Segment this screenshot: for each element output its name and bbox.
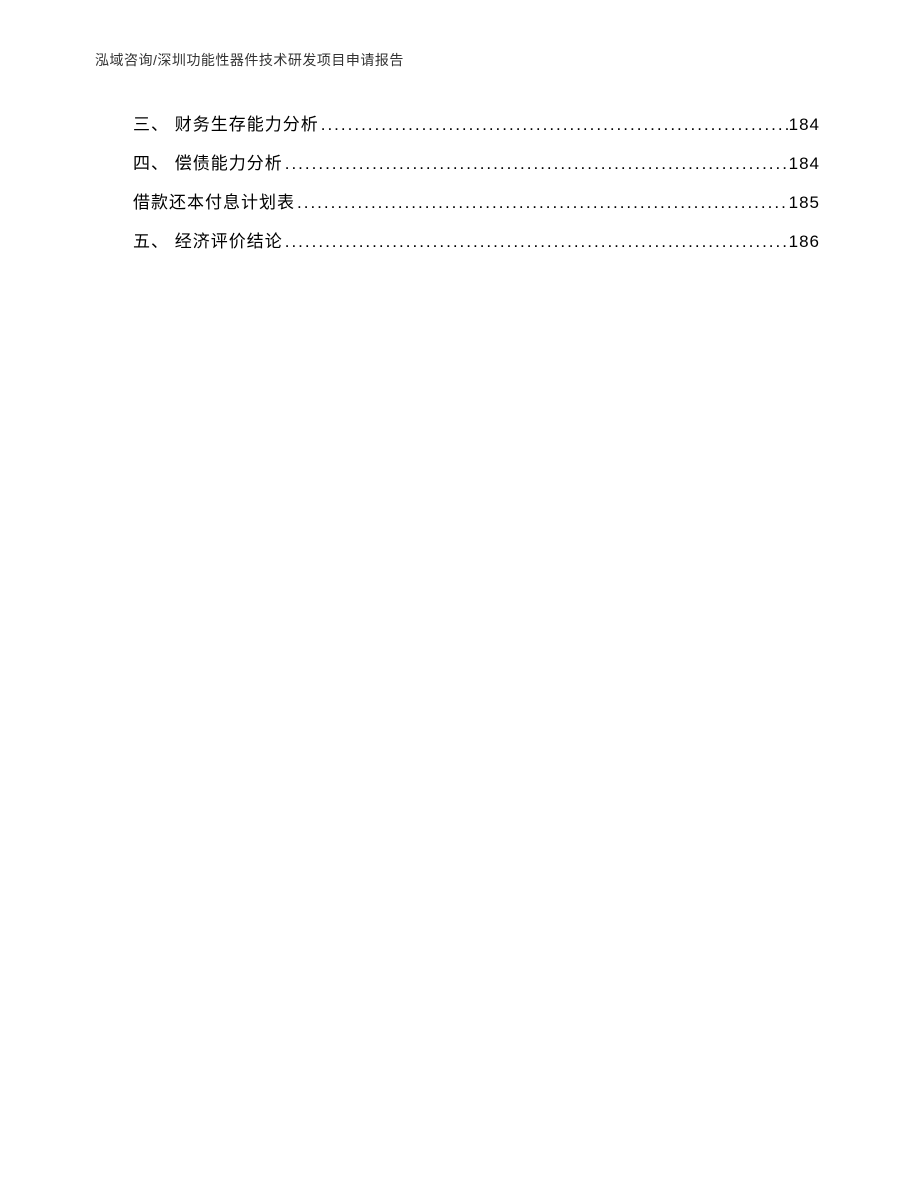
toc-entry-label: 四、 偿债能力分析 (133, 149, 283, 174)
document-page: 泓域咨询/深圳功能性器件技术研发项目申请报告 三、 财务生存能力分析 184 四… (0, 0, 920, 1191)
toc-entry: 五、 经济评价结论 186 (133, 227, 820, 252)
toc-entry: 四、 偿债能力分析 184 (133, 149, 820, 174)
toc-dots (283, 154, 789, 174)
toc-entry-label: 五、 经济评价结论 (133, 227, 283, 252)
toc-entry: 借款还本付息计划表 185 (133, 188, 820, 213)
table-of-contents: 三、 财务生存能力分析 184 四、 偿债能力分析 184 借款还本付息计划表 … (95, 110, 825, 252)
toc-entry-page: 186 (789, 232, 820, 252)
header-text: 泓域咨询/深圳功能性器件技术研发项目申请报告 (95, 52, 404, 68)
toc-dots (295, 193, 789, 213)
toc-dots (319, 115, 789, 135)
toc-entry-page: 185 (789, 193, 820, 213)
page-header: 泓域咨询/深圳功能性器件技术研发项目申请报告 (95, 50, 825, 70)
toc-entry-label: 三、 财务生存能力分析 (133, 110, 319, 135)
toc-dots (283, 232, 789, 252)
toc-entry-page: 184 (789, 154, 820, 174)
toc-entry: 三、 财务生存能力分析 184 (133, 110, 820, 135)
toc-entry-page: 184 (789, 115, 820, 135)
toc-entry-label: 借款还本付息计划表 (133, 188, 295, 213)
